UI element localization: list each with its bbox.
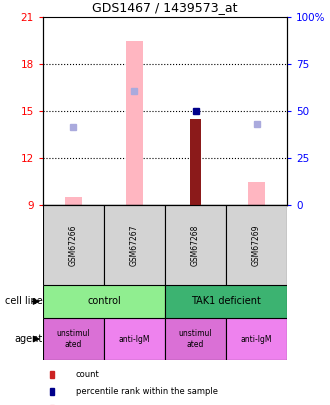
Bar [43, 285, 165, 318]
Bar [165, 205, 226, 285]
Bar [65, 197, 82, 205]
Text: control: control [87, 296, 121, 307]
Text: anti-IgM: anti-IgM [119, 335, 150, 343]
Bar [165, 318, 226, 360]
Text: GSM67267: GSM67267 [130, 224, 139, 266]
Bar [165, 285, 287, 318]
Bar [104, 318, 165, 360]
Bar [43, 318, 104, 360]
Text: TAK1 deficient: TAK1 deficient [191, 296, 261, 307]
Bar [126, 40, 143, 205]
Text: GSM67268: GSM67268 [191, 224, 200, 266]
Bar [226, 205, 287, 285]
Title: GDS1467 / 1439573_at: GDS1467 / 1439573_at [92, 2, 238, 15]
Bar [104, 205, 165, 285]
Text: cell line: cell line [5, 296, 43, 307]
Text: unstimul
ated: unstimul ated [57, 329, 90, 349]
Bar [43, 205, 104, 285]
Bar [248, 181, 265, 205]
Bar [226, 318, 287, 360]
Text: GSM67266: GSM67266 [69, 224, 78, 266]
Text: count: count [76, 370, 100, 379]
Text: unstimul
ated: unstimul ated [179, 329, 212, 349]
Bar [190, 119, 201, 205]
Text: percentile rank within the sample: percentile rank within the sample [76, 387, 218, 396]
Text: anti-IgM: anti-IgM [241, 335, 272, 343]
Text: GSM67269: GSM67269 [252, 224, 261, 266]
Text: agent: agent [15, 334, 43, 344]
